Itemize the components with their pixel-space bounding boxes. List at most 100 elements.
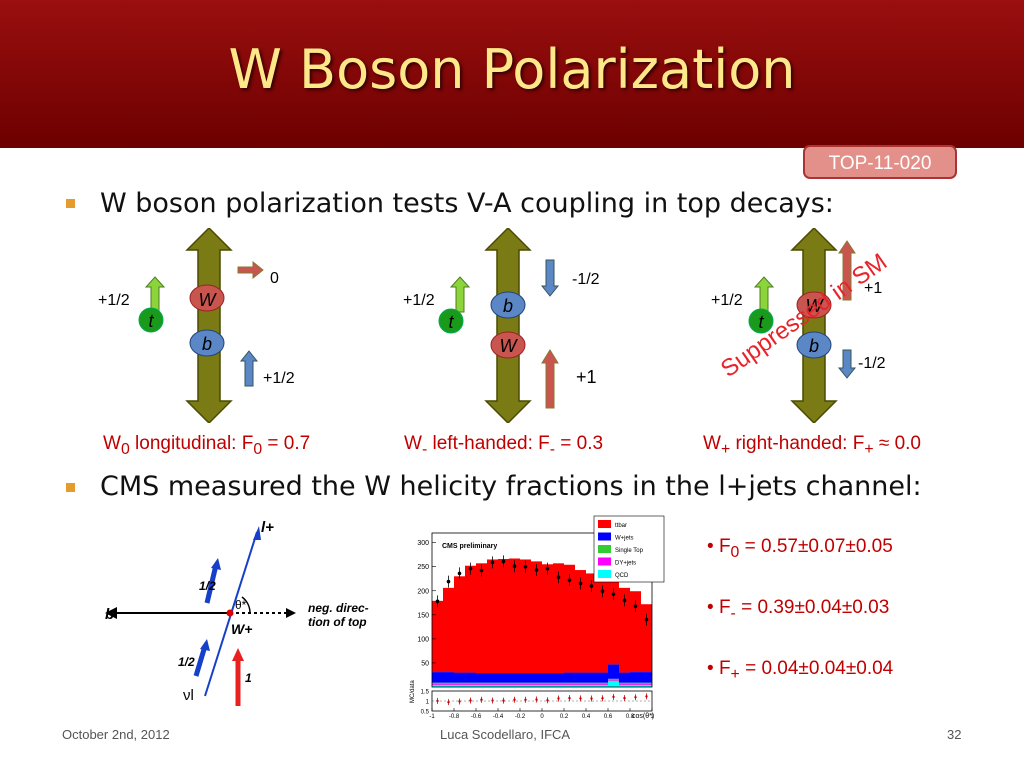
result-f0: • F0 = 0.57±0.07±0.05 bbox=[707, 536, 893, 561]
data-point bbox=[479, 568, 484, 573]
bar-singletop bbox=[520, 682, 531, 685]
ratio-point bbox=[491, 699, 494, 702]
bar-singletop bbox=[443, 682, 454, 685]
bar-wjets bbox=[432, 672, 443, 683]
bar-dy bbox=[443, 684, 454, 686]
bar-singletop bbox=[575, 682, 586, 685]
bar-singletop bbox=[542, 682, 553, 685]
direction-label-1: neg. direc- bbox=[308, 601, 369, 615]
spin-arrowhead-lower bbox=[200, 639, 210, 651]
ratio-point bbox=[579, 697, 582, 700]
bar-wjets bbox=[564, 672, 575, 683]
chart-axes: 50 100 150 200 250 300 0.5 1 1.5 -1 -0.8 -0.6 -0.4 -0… bbox=[417, 532, 654, 720]
b-arrowhead bbox=[105, 607, 117, 619]
b-spin-label: -1/2 bbox=[572, 271, 600, 288]
y-tick-label: 150 bbox=[417, 612, 429, 619]
bar-wjets bbox=[520, 673, 531, 683]
bar-qcd bbox=[465, 685, 476, 687]
footer-page: 32 bbox=[947, 727, 962, 742]
bullet-text-2: CMS measured the W helicity fractions in… bbox=[100, 471, 922, 502]
bar-ttbar bbox=[619, 587, 630, 673]
ratio-point bbox=[634, 696, 637, 699]
bar-singletop bbox=[564, 682, 575, 685]
bar-ttbar bbox=[641, 604, 652, 673]
bar-ttbar bbox=[586, 573, 597, 673]
theta-label: θ* bbox=[235, 598, 247, 612]
b-label: b bbox=[809, 336, 819, 356]
bar-dy bbox=[553, 684, 564, 686]
b-quark bbox=[189, 329, 225, 357]
half-label-1: 1/2 bbox=[199, 579, 216, 593]
caption-longitudinal: W0 longitudinal: F0 = 0.7 bbox=[103, 433, 311, 458]
bar-dy bbox=[498, 684, 509, 686]
bar-dy bbox=[542, 684, 553, 686]
bar-dy bbox=[454, 684, 465, 686]
data-point bbox=[523, 564, 528, 569]
bar-ttbar bbox=[553, 563, 564, 674]
data-point bbox=[534, 568, 539, 572]
bar-ttbar bbox=[630, 591, 641, 673]
w-label: W bbox=[500, 336, 519, 356]
w-spin-label: +1 bbox=[864, 280, 882, 297]
bar-qcd bbox=[487, 685, 498, 687]
w-label: W bbox=[806, 296, 825, 316]
bar-ttbar bbox=[509, 558, 520, 674]
bar-wjets bbox=[630, 672, 641, 683]
bar-singletop bbox=[454, 682, 465, 685]
data-point bbox=[435, 599, 440, 604]
x-tick-label: -1 bbox=[429, 714, 435, 720]
data-point bbox=[556, 575, 561, 580]
legend-swatch bbox=[598, 532, 611, 541]
diagram-longitudinal: t W b +1/2 0 +1/2 bbox=[98, 228, 295, 423]
spin-arrow-upper bbox=[204, 564, 219, 604]
bar-qcd bbox=[443, 685, 454, 687]
bar-wjets bbox=[641, 672, 652, 683]
bar-singletop bbox=[597, 682, 608, 685]
footer-author: Luca Scodellaro, IFCA bbox=[440, 727, 571, 742]
bar-dy bbox=[630, 684, 641, 686]
data-point bbox=[589, 584, 594, 588]
data-point bbox=[567, 578, 572, 582]
bar-dy bbox=[476, 684, 487, 686]
ratio-tick-label: 1.5 bbox=[421, 690, 430, 696]
bar-qcd bbox=[564, 685, 575, 687]
bar-singletop bbox=[619, 682, 630, 685]
bar-wjets bbox=[443, 672, 454, 683]
theta-arc bbox=[241, 596, 251, 614]
bar-wjets bbox=[465, 672, 476, 683]
bar-wjets bbox=[608, 664, 619, 679]
bar-wjets bbox=[575, 672, 586, 683]
result-fminus: • F- = 0.39±0.04±0.03 bbox=[707, 597, 890, 622]
ratio-point bbox=[469, 699, 472, 702]
bar-singletop bbox=[476, 682, 487, 685]
ratio-tick-label: 1 bbox=[426, 700, 430, 706]
bar-qcd bbox=[498, 685, 509, 687]
bar-ttbar bbox=[564, 564, 575, 673]
w-spin-arrow bbox=[838, 240, 856, 301]
y-tick-label: 50 bbox=[421, 660, 429, 667]
data-point bbox=[545, 566, 550, 571]
bar-singletop bbox=[498, 682, 509, 685]
top-quark bbox=[748, 308, 774, 334]
bar-ttbar bbox=[476, 563, 487, 674]
legend-label: ttbar bbox=[615, 523, 627, 529]
legend-label: Single Top bbox=[615, 548, 644, 554]
x-tick-label: 0.2 bbox=[560, 714, 569, 720]
top-spin-label: +1/2 bbox=[711, 292, 743, 309]
b-quark bbox=[490, 291, 526, 319]
data-point bbox=[622, 598, 627, 603]
bar-qcd bbox=[619, 685, 630, 687]
bar-ttbar bbox=[487, 559, 498, 674]
neutrino-label: νl bbox=[183, 687, 194, 704]
bar-ttbar bbox=[498, 558, 509, 674]
w-spin-label: +1 bbox=[576, 367, 597, 387]
data-point bbox=[468, 566, 473, 571]
legend-swatch bbox=[598, 545, 611, 553]
bar-qcd bbox=[597, 685, 608, 687]
bar-singletop bbox=[553, 682, 564, 685]
b-spin-label: -1/2 bbox=[858, 355, 886, 372]
title-bar bbox=[0, 0, 1024, 148]
x-tick-label: -0.4 bbox=[493, 714, 504, 720]
b-spin-label: +1/2 bbox=[263, 370, 295, 387]
x-tick-label: -0.8 bbox=[449, 714, 460, 720]
